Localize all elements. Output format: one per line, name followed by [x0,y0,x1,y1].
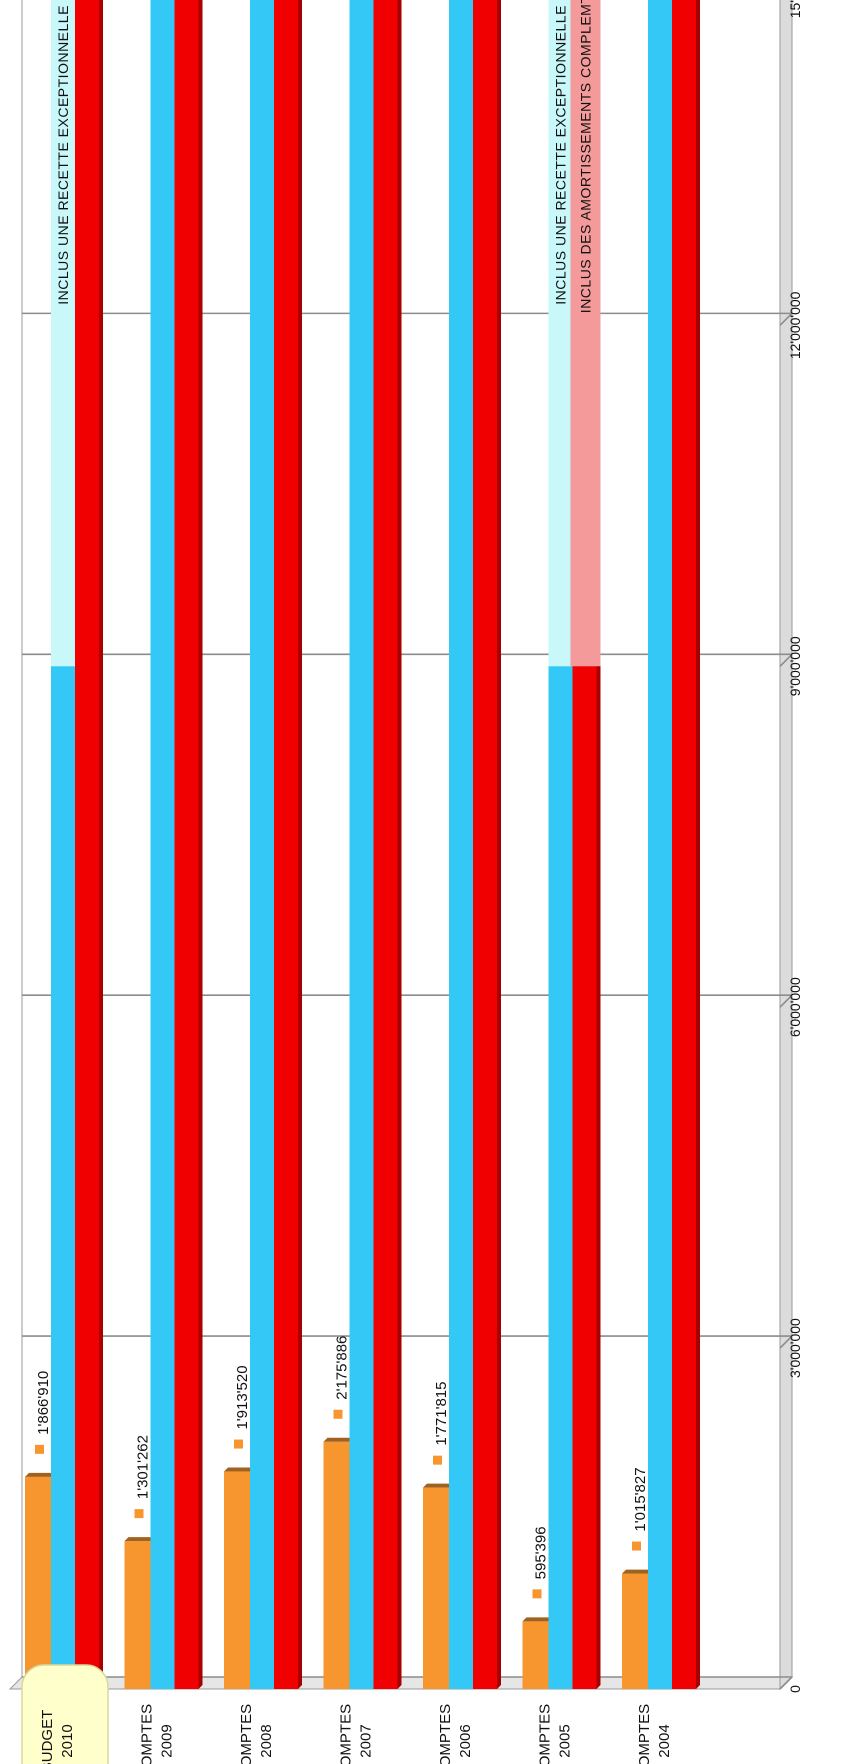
annotation-box [548,0,573,667]
category-label: COMPTES [636,1704,653,1764]
bar-side [198,0,203,1689]
bar [449,0,473,1689]
annotation-text: INCLUS DES AMORTISSEMENTS COMPLEMTAIRES [578,0,594,313]
bar-top [522,1617,555,1622]
bar-side [99,0,103,1689]
data-label: 1'771'815 [433,1382,450,1446]
bar [150,0,175,1689]
bar [622,1573,650,1689]
annotation-box [51,0,75,667]
bar [274,0,298,1689]
data-label: 1'015'827 [632,1467,649,1531]
data-label: 1'913'520 [234,1365,251,1429]
bar [75,0,99,1689]
bar [224,1471,252,1689]
gridline-depth [779,653,793,667]
bar [522,1621,551,1689]
gridline-depth [779,312,793,326]
gridline-depth [779,1676,793,1690]
side-wall [779,0,793,1691]
category-label: 2009 [159,1724,176,1757]
category-label: 2007 [358,1724,375,1757]
category-label: 2006 [457,1724,474,1757]
bar [373,0,398,1690]
category-label: 2010 [59,1724,76,1757]
bar-top [622,1569,654,1574]
bar [473,0,497,1689]
budget-label-box [21,1664,109,1764]
category-label: COMPTES [537,1704,554,1764]
data-label-key [433,1455,442,1465]
bar-top [224,1467,256,1472]
value-axis-tick-labels: 0 3'000'000 6'000'000 9'000'000 12'000'000 15… [787,0,803,1693]
data-label-key [532,1589,542,1599]
annotation-text: INCLUS UNE RECETTE EXCEPTIONNELLE [55,5,71,305]
bar [174,0,199,1690]
category-labels: BUDGET 2010 COMPTES 2009 COMPTES 2008 COMPTES 2… [21,1664,673,1764]
data-labels: 1'866'91031'479'41929'612'5091'301'26229… [35,1336,649,1599]
data-label-key [35,1444,44,1454]
gridline-depth [779,1335,793,1349]
category-label: 2004 [656,1724,673,1757]
bar [423,1487,451,1689]
bar-side [298,0,302,1689]
data-label-key [234,1439,243,1449]
value-tick-label: 15'000'000 [787,0,803,18]
bar-top [423,1483,455,1488]
bar [648,0,672,1689]
bar [250,0,274,1690]
bar [25,1476,53,1689]
category-label: COMPTES [139,1704,156,1764]
bar [323,1441,352,1689]
category-label: BUDGET [39,1710,56,1764]
value-tick-label: 3'000'000 [787,1318,803,1378]
bar-top [124,1537,157,1542]
data-label-key [333,1409,343,1419]
bar [672,0,696,1690]
category-label: COMPTES [338,1704,355,1764]
data-label: 1'866'910 [35,1371,52,1435]
value-tick-label: 0 [787,1685,803,1693]
data-label: 595'396 [533,1526,550,1579]
annotation-box [570,0,601,667]
data-label: 1'301'262 [135,1435,152,1499]
data-label-key [134,1509,144,1519]
bar-side [397,0,402,1689]
category-label: 2005 [557,1724,574,1757]
category-label: COMPTES [238,1704,255,1764]
category-label: COMPTES [437,1704,454,1764]
data-label: 2'175'886 [334,1336,351,1400]
value-tick-label: 9'000'000 [787,636,803,696]
category-label: 2008 [258,1724,275,1757]
bar-side [696,0,700,1689]
value-tick-label: 6'000'000 [787,977,803,1037]
annotations: INCLUS UNE RECETTE EXCEPTIONNELLE INCLUS … [51,0,601,667]
bar-side [497,0,501,1689]
bar [349,0,374,1690]
gridline-depth [779,994,793,1008]
bar-top [25,1472,57,1477]
annotation-text: INCLUS UNE RECETTE EXCEPTIONNELLE [553,5,569,305]
value-tick-label: 12'000'000 [787,291,803,359]
data-label-key [632,1541,641,1551]
bar [124,1541,153,1689]
bar-top [323,1437,356,1442]
